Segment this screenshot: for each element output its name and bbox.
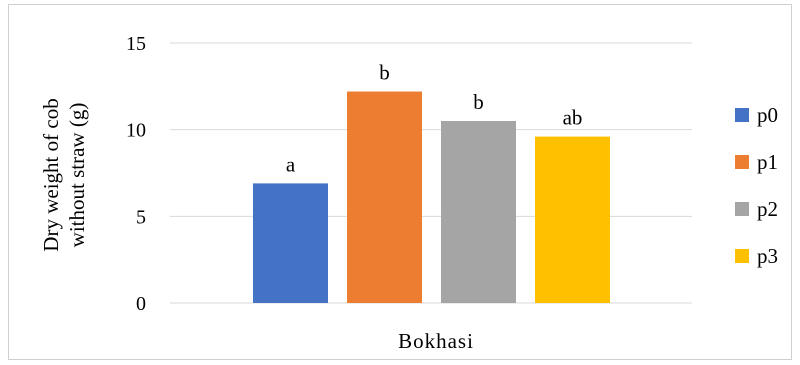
data-label-p1: b bbox=[379, 61, 390, 85]
legend-label-p0: p0 bbox=[757, 103, 778, 127]
gridlines bbox=[170, 42, 692, 304]
legend: p0 p1 p2 p3 bbox=[735, 103, 778, 268]
legend-label-p1: p1 bbox=[757, 150, 778, 174]
bar-p1 bbox=[347, 91, 422, 304]
bar-p2 bbox=[441, 121, 516, 303]
y-tick-label-5: 5 bbox=[136, 206, 146, 228]
y-axis-label-line-2: without straw (g) bbox=[65, 103, 89, 248]
x-axis: Bokhasi bbox=[398, 329, 474, 353]
legend-label-p2: p2 bbox=[757, 197, 778, 221]
chart-frame bbox=[8, 4, 792, 360]
legend-label-p3: p3 bbox=[757, 244, 778, 268]
data-label-p2: b bbox=[473, 90, 484, 114]
y-axis: 0 5 10 15 bbox=[126, 33, 146, 315]
bars bbox=[253, 91, 610, 304]
legend-swatch-p0 bbox=[735, 108, 749, 122]
bar-p0 bbox=[253, 183, 328, 303]
y-axis-label-line-1: Dry weight of cob bbox=[39, 98, 63, 251]
bar-p3 bbox=[535, 136, 610, 303]
legend-swatch-p1 bbox=[735, 155, 749, 169]
legend-swatch-p2 bbox=[735, 202, 749, 216]
data-label-p3: ab bbox=[563, 106, 583, 130]
y-tick-label-15: 15 bbox=[126, 33, 146, 55]
y-axis-label: Dry weight of cob without straw (g) bbox=[39, 98, 89, 251]
data-label-p0: a bbox=[286, 152, 296, 176]
legend-swatch-p3 bbox=[735, 249, 749, 263]
y-tick-label-10: 10 bbox=[126, 120, 146, 142]
x-category-label: Bokhasi bbox=[398, 329, 474, 353]
y-tick-label-0: 0 bbox=[136, 293, 146, 315]
